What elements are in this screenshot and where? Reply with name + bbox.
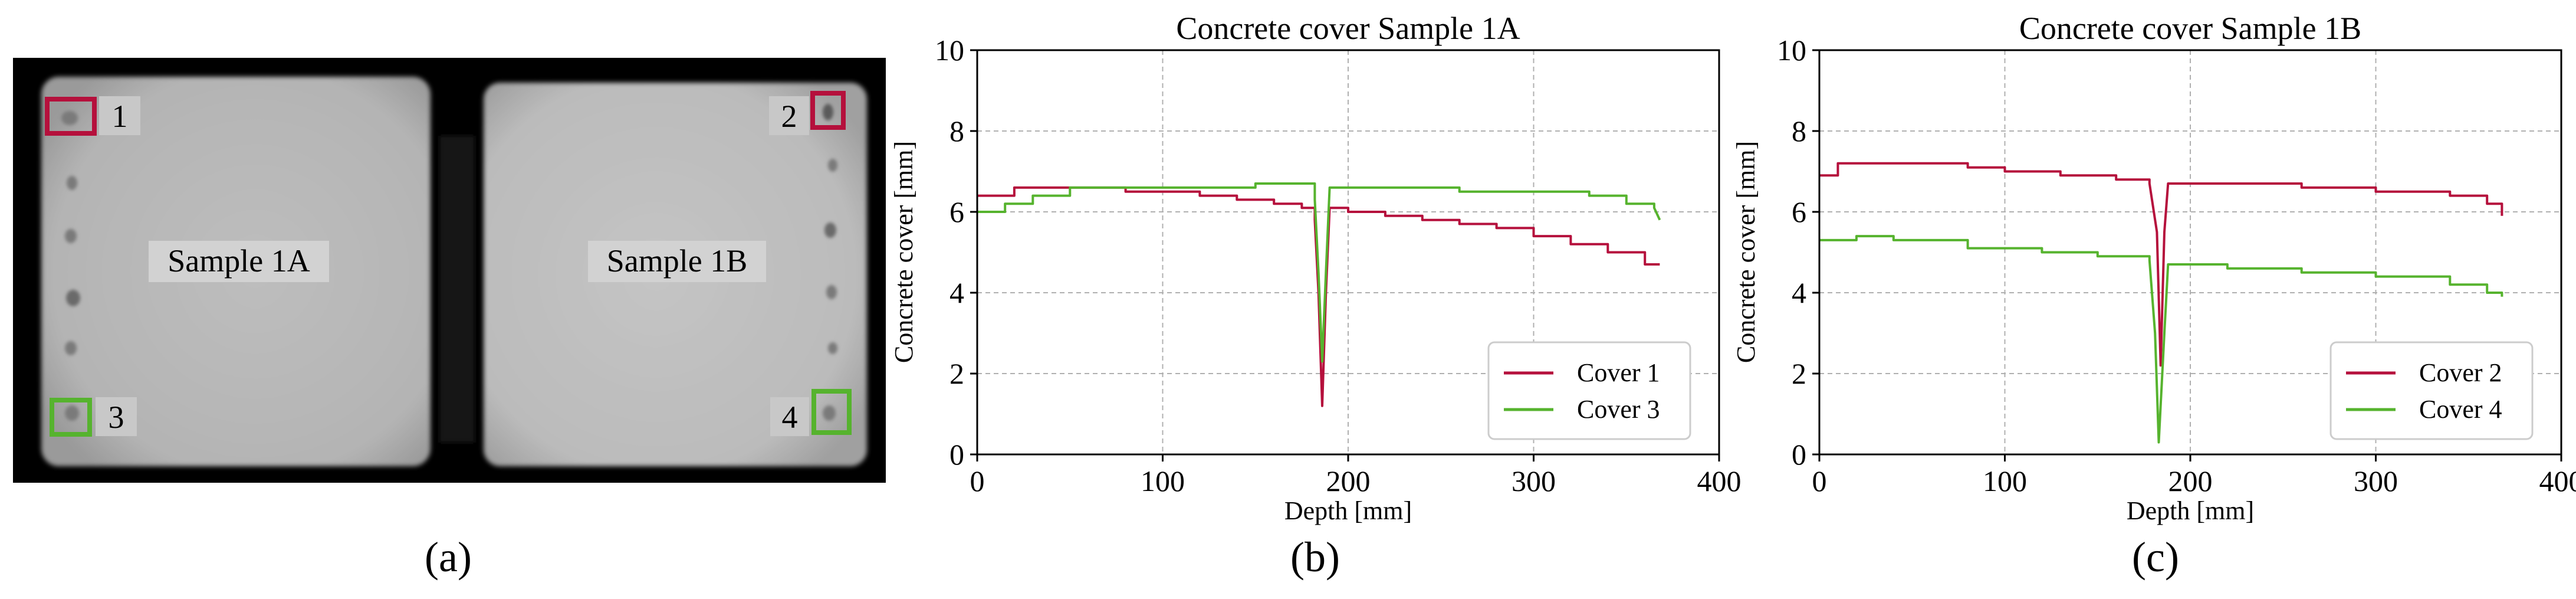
- chart-series: [1819, 162, 2503, 444]
- y-tick-label: 4: [1792, 276, 1806, 309]
- y-tick-label: 0: [949, 438, 964, 471]
- series-line-cover-2: [1819, 162, 2503, 367]
- x-tick-label: 300: [2354, 464, 2398, 497]
- y-tick-label: 2: [949, 357, 964, 390]
- y-axis-label: Concrete cover [mm]: [889, 141, 918, 363]
- x-tick-label: 200: [2168, 464, 2213, 497]
- chart-c: Concrete cover Sample 1B 0 100 200 300 400 0 2…: [1731, 11, 2576, 581]
- y-tick-label: 0: [1792, 438, 1806, 471]
- rebar-dot: [65, 405, 79, 421]
- x-tick-label: 200: [1326, 464, 1371, 497]
- rebar-dot: [65, 341, 77, 355]
- marker-label-bg: [96, 397, 137, 436]
- y-tick-label: 10: [1777, 34, 1806, 67]
- marker-label-3: 3: [109, 400, 124, 435]
- rebar-dot: [828, 159, 837, 172]
- sample-label-bg: [149, 241, 329, 282]
- marker-labels: 1 2 3 4: [96, 96, 809, 436]
- slab-gap-shadow: [439, 136, 475, 443]
- marker-label-bg: [99, 96, 140, 135]
- caption-c: (c): [2132, 533, 2179, 581]
- legend-label-cover-3: Cover 3: [1577, 395, 1660, 424]
- x-tick-label: 400: [2539, 464, 2576, 497]
- marker-label-2: 2: [781, 99, 797, 134]
- legend-label-cover-2: Cover 2: [2419, 358, 2502, 387]
- x-tick-label: 100: [1141, 464, 1185, 497]
- marker-label-1: 1: [112, 99, 128, 134]
- chart-ticks: 0 100 200 300 400 0 2 4 6 8 10: [1777, 34, 2576, 497]
- rebar-dot: [66, 290, 80, 306]
- caption-a: (a): [425, 533, 472, 581]
- sample-label-bg: [588, 241, 766, 282]
- rebar-dots: [61, 104, 837, 421]
- chart-ticks: 0 100 200 300 400 0 2 4 6 8 10: [935, 34, 1742, 497]
- x-axis-label: Depth [mm]: [2127, 496, 2254, 525]
- chart-legend: Cover 1 Cover 3: [1487, 341, 1691, 440]
- x-axis-label: Depth [mm]: [1284, 496, 1412, 525]
- caption-b: (b): [1290, 533, 1340, 581]
- y-tick-label: 6: [1792, 195, 1806, 228]
- x-tick-label: 0: [1812, 464, 1827, 497]
- sample-label-1b: Sample 1B: [607, 243, 748, 279]
- y-tick-label: 8: [1792, 114, 1806, 148]
- series-line-cover-4: [1819, 235, 2503, 444]
- rebar-dot: [828, 342, 837, 354]
- x-tick-label: 300: [1512, 464, 1556, 497]
- marker-label-4: 4: [782, 400, 798, 435]
- marker-label-bg: [769, 96, 809, 135]
- y-tick-label: 6: [949, 195, 964, 228]
- rebar-dot: [823, 104, 833, 120]
- series-line-cover-3: [977, 182, 1661, 363]
- marker-box-4: [811, 389, 852, 435]
- chart-title: Concrete cover Sample 1B: [2019, 11, 2361, 46]
- rebar-dot: [67, 176, 77, 190]
- legend-box: [1487, 341, 1691, 440]
- y-tick-label: 8: [949, 114, 964, 148]
- marker-label-bg: [770, 397, 809, 436]
- y-axis-label: Concrete cover [mm]: [1731, 141, 1760, 363]
- sample-label-1a: Sample 1A: [167, 243, 310, 279]
- x-tick-label: 0: [970, 464, 985, 497]
- legend-label-cover-1: Cover 1: [1577, 358, 1660, 387]
- marker-box-3: [50, 398, 92, 437]
- chart-b: Concrete cover Sample 1A 0 100 200 300 400 0 2…: [889, 11, 1742, 581]
- x-tick-label: 400: [1697, 464, 1742, 497]
- rebar-dot: [826, 285, 837, 299]
- rebar-dot: [823, 405, 836, 421]
- y-tick-label: 10: [935, 34, 964, 67]
- chart-title: Concrete cover Sample 1A: [1176, 11, 1520, 46]
- legend-label-cover-4: Cover 4: [2419, 395, 2502, 424]
- y-tick-label: 2: [1792, 357, 1806, 390]
- y-tick-label: 4: [949, 276, 964, 309]
- rebar-dot: [65, 229, 77, 243]
- marker-box-2: [810, 91, 846, 130]
- panel-a: 1 2 3 4 Sample 1A Sample 1B (a): [13, 58, 886, 581]
- marker-box-1: [45, 97, 97, 136]
- x-tick-label: 100: [1983, 464, 2027, 497]
- legend-box: [2329, 341, 2534, 440]
- chart-legend: Cover 2 Cover 4: [2329, 341, 2534, 440]
- rebar-dot: [824, 222, 836, 238]
- rebar-dot: [61, 111, 78, 125]
- chart-series: [977, 182, 1661, 407]
